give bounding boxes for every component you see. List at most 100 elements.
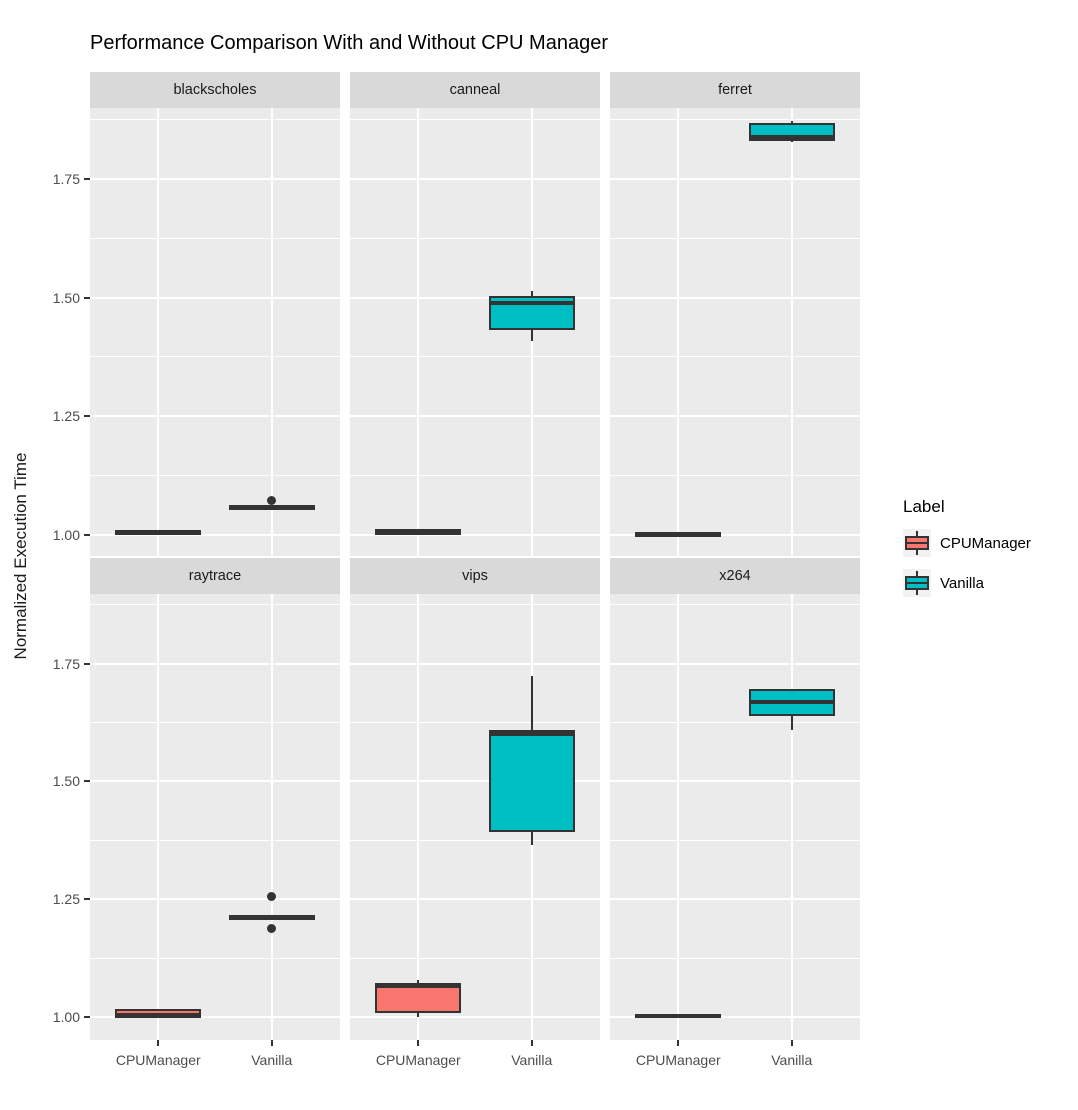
boxplot-median-line [488,300,575,305]
y-tick-label: 1.00 [52,527,80,543]
gridline-minor-h [90,604,340,606]
facet-strip-label: blackscholes [173,82,257,98]
y-tick-mark [84,296,90,299]
gridline-major-v [417,594,420,1040]
gridline-major-h [350,662,600,665]
gridline-major-h [90,780,340,783]
gridline-minor-h [610,839,860,841]
gridline-major-v [790,108,793,556]
gridline-minor-h [90,119,340,121]
boxplot-key-icon [903,529,931,557]
boxplot-median-line [748,700,835,705]
gridline-major-h [90,898,340,901]
whisker-lower [417,1013,420,1017]
gridline-minor-h [610,721,860,723]
facet-strip: canneal [350,72,600,108]
facet-strip-label: canneal [449,82,501,98]
boxplot-median-line [748,135,835,140]
gridline-minor-h [350,721,600,723]
gridline-major-v [677,108,680,556]
gridline-major-h [350,415,600,418]
boxplot-median-line [635,1013,722,1018]
whisker-upper [790,121,793,123]
boxplot-key-icon [903,569,931,597]
y-tick-mark [84,415,90,418]
y-tick-mark [84,898,90,901]
gridline-minor-h [90,237,340,239]
y-tick-mark [84,1016,90,1018]
gridline-major-h [350,1016,600,1018]
y-tick-mark [84,177,90,180]
gridline-minor-h [90,721,340,723]
boxplot-median-line [375,983,462,988]
gridline-major-v [790,594,793,1040]
gridline-minor-h [350,119,600,121]
legend: Label CPUManager Vanilla [903,497,1031,609]
boxplot-median-line [115,1013,202,1018]
boxplot-median-line [115,529,202,534]
gridline-major-h [610,898,860,901]
whisker-lower [790,140,793,143]
gridline-major-v [270,594,273,1040]
gridline-minor-h [350,604,600,606]
outlier-dot [267,923,277,933]
gridline-major-h [90,1016,340,1018]
chart-title: Performance Comparison With and Without … [90,32,608,54]
gridline-major-v [270,108,273,556]
facet-panel [90,594,340,1040]
whisker-upper [530,675,533,731]
y-tick-label: 1.25 [52,408,80,425]
x-tick-mark [417,1040,420,1046]
gridline-major-h [610,662,860,665]
facet-strip: x264 [610,558,860,594]
x-tick-mark [270,1040,273,1046]
x-tick-mark [157,1040,160,1046]
gridline-minor-h [350,237,600,239]
gridline-minor-h [350,356,600,358]
gridline-major-v [417,108,420,556]
gridline-minor-h [610,237,860,239]
facet-strip: raytrace [90,558,340,594]
whisker-upper [417,980,420,984]
outlier-dot [267,891,277,901]
y-tick-mark [84,662,90,665]
facet-panel [90,108,340,556]
gridline-minor-h [610,356,860,358]
facet-panel [610,594,860,1040]
x-tick-label: CPUManager [635,1052,721,1068]
facet-panel [610,108,860,556]
legend-entry-vanilla: Vanilla [903,569,1031,597]
whisker-lower [530,832,533,845]
facet-strip: vips [350,558,600,594]
facet-strip-label: vips [462,568,488,584]
boxplot-median-line [635,531,722,536]
x-tick-label: CPUManager [375,1052,461,1068]
gridline-major-h [610,534,860,536]
whisker-lower [790,715,793,730]
gridline-minor-h [610,604,860,606]
gridline-major-h [350,780,600,783]
facet-panel [350,594,600,1040]
key-median-line [905,582,929,584]
y-tick-label: 1.00 [52,1009,80,1025]
x-tick-label: Vanilla [771,1052,813,1068]
x-tick-mark [530,1040,533,1046]
gridline-major-h [90,662,340,665]
x-tick-mark [677,1040,680,1046]
facet-strip: blackscholes [90,72,340,108]
gridline-major-h [610,177,860,180]
y-tick-label: 1.25 [52,891,80,908]
boxplot-box-cpumanager [375,983,462,1014]
x-tick-label: Vanilla [511,1052,553,1068]
gridline-major-h [350,296,600,299]
gridline-major-v [677,594,680,1040]
gridline-major-h [90,415,340,418]
boxplot-median-line [228,914,315,919]
x-tick-label: CPUManager [115,1052,201,1068]
y-tick-mark [84,780,90,783]
gridline-major-h [90,296,340,299]
y-axis-title: Normalized Execution Time [11,452,30,660]
y-tick-label: 1.75 [52,655,80,672]
facet-strip-label: ferret [718,82,752,98]
gridline-major-h [350,534,600,536]
